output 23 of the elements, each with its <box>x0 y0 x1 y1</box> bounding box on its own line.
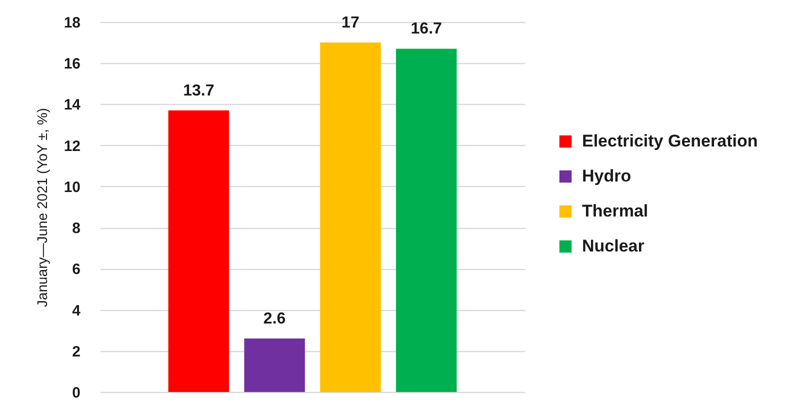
y-tick-label: 0 <box>72 384 80 402</box>
bar <box>320 42 381 392</box>
y-tick-label: 6 <box>72 261 80 278</box>
legend-label: Nuclear <box>582 236 645 256</box>
data-label: 13.7 <box>183 82 214 100</box>
data-label: 17 <box>342 14 360 32</box>
legend-label: Electricity Generation <box>582 132 758 150</box>
y-tick-label: 8 <box>72 220 80 238</box>
y-axis-title: January—June 2021 (YoY ±, %) <box>34 108 50 308</box>
y-tick-label: 16 <box>64 56 80 73</box>
y-tick-label: 12 <box>64 138 80 155</box>
y-tick-label: 14 <box>64 96 82 114</box>
y-tick-label: 10 <box>64 178 80 196</box>
legend-label: Hydro <box>582 166 632 186</box>
bar <box>168 110 230 392</box>
y-tick-label: 2 <box>72 343 80 360</box>
y-tick-label: 4 <box>72 302 82 320</box>
legend-label: Thermal <box>582 202 648 220</box>
bar <box>396 48 457 392</box>
y-tick-label: 18 <box>64 14 80 32</box>
data-label: 2.6 <box>263 310 286 328</box>
bar <box>244 338 305 392</box>
data-label: 16.7 <box>410 20 442 38</box>
